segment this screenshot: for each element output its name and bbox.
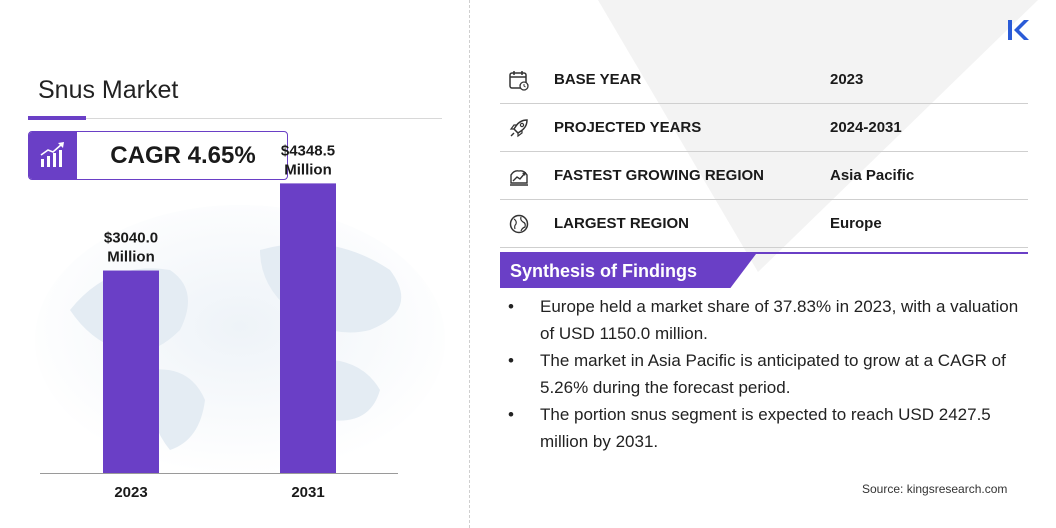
- synthesis-rule: [500, 252, 1028, 254]
- finding-text: Europe held a market share of 37.83% in …: [540, 297, 1019, 343]
- cagr-badge: CAGR 4.65%: [28, 131, 288, 180]
- finding-text: The market in Asia Pacific is anticipate…: [540, 351, 1006, 397]
- synthesis-heading-banner: Synthesis of Findings: [500, 254, 756, 288]
- info-row-fastest-region: FASTEST GROWING REGION Asia Pacific: [500, 152, 1028, 200]
- info-value: Europe: [830, 215, 882, 232]
- source-note: Source: kingsresearch.com: [862, 482, 1008, 496]
- finding-item: • Europe held a market share of 37.83% in…: [508, 293, 1028, 347]
- synthesis-heading: Synthesis of Findings: [510, 261, 698, 281]
- info-label: BASE YEAR: [554, 71, 642, 88]
- bar: [280, 183, 336, 473]
- cagr-value: CAGR 4.65%: [110, 142, 256, 169]
- title-accent-bar: [28, 116, 86, 120]
- data-label: Million: [284, 161, 332, 178]
- growth-chart-icon: [40, 142, 64, 167]
- info-value: Asia Pacific: [830, 167, 915, 184]
- vertical-divider: [469, 0, 470, 528]
- growth-region-icon: [510, 170, 528, 186]
- bullet: •: [508, 405, 514, 424]
- bullet: •: [508, 297, 514, 316]
- data-label: $4348.5: [281, 142, 335, 159]
- page-title: Snus Market: [38, 76, 179, 104]
- finding-text: The portion snus segment is expected to …: [540, 405, 991, 451]
- info-row-largest-region: LARGEST REGION Europe: [500, 200, 1028, 248]
- info-label: FASTEST GROWING REGION: [554, 167, 765, 184]
- cagr-icon-container: [29, 132, 77, 179]
- data-label: $3040.0: [104, 230, 158, 247]
- findings-list: • Europe held a market share of 37.83% in…: [508, 293, 1028, 455]
- info-value: 2024-2031: [830, 119, 902, 136]
- x-tick-label: 2023: [114, 484, 147, 501]
- info-row-projected-years: PROJECTED YEARS 2024-2031: [500, 104, 1028, 152]
- calendar-icon: [509, 71, 529, 91]
- bullet: •: [508, 351, 514, 370]
- info-row-base-year: BASE YEAR 2023: [500, 56, 1028, 104]
- finding-item: • The market in Asia Pacific is anticipat…: [508, 347, 1028, 401]
- kings-research-logo-icon: [1008, 20, 1029, 40]
- triangle-background: [598, 0, 1038, 272]
- info-label: LARGEST REGION: [554, 215, 690, 232]
- bar-chart: $3040.0 Million 2023 $4348.5 Million 2031: [40, 142, 398, 501]
- info-label: PROJECTED YEARS: [554, 119, 702, 136]
- finding-item: • The portion snus segment is expected to…: [508, 401, 1028, 455]
- x-tick-label: 2031: [291, 484, 324, 501]
- globe-icon: [509, 214, 529, 234]
- rocket-icon: [509, 119, 528, 138]
- title-divider: [28, 118, 442, 119]
- bar: [103, 270, 159, 473]
- info-value: 2023: [830, 71, 864, 88]
- data-label: Million: [107, 249, 155, 266]
